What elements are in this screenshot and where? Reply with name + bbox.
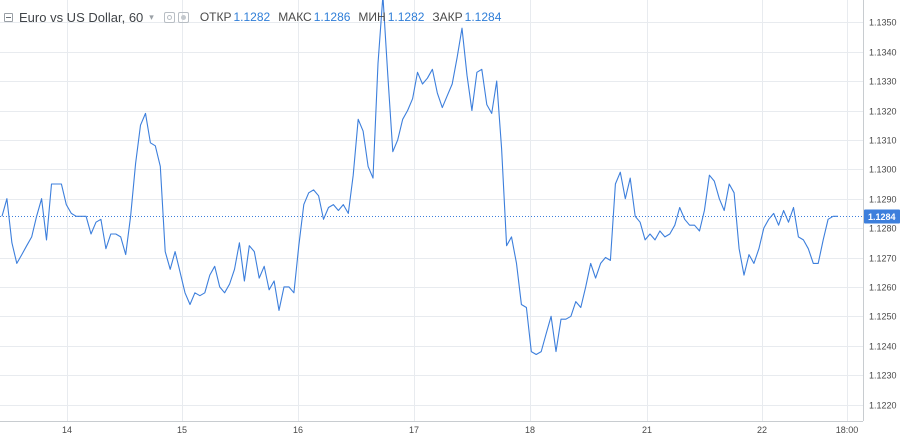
high-value: 1.1286 [313,10,351,24]
y-tick-label: 1.1230 [869,371,897,381]
y-tick-label: 1.1250 [869,312,897,322]
x-tick-label: 16 [293,425,303,435]
y-tick-label: 1.1290 [869,195,897,205]
low-value: 1.1282 [387,10,425,24]
collapse-legend-icon[interactable] [4,12,13,22]
eye-icon[interactable] [163,11,175,23]
chart-legend: Euro vs US Dollar, 60 ▾ ОТКР 1.1282 МАКС… [4,8,501,26]
y-tick-label: 1.1330 [869,77,897,87]
open-label: ОТКР [199,10,232,24]
y-tick-label: 1.1280 [869,224,897,234]
y-tick-label: 1.1260 [869,283,897,293]
price-series-line[interactable] [1,0,838,356]
y-tick-label: 1.1220 [869,401,897,411]
x-tick-label: 22 [757,425,767,435]
y-tick-label: 1.1300 [869,165,897,175]
x-tick-label: 18 [525,425,535,435]
y-tick-label: 1.1340 [869,48,897,58]
y-tick-label: 1.1350 [869,18,897,28]
last-price-badge [864,209,900,224]
x-tick-label: 14 [62,425,72,435]
y-tick-label: 1.1320 [869,107,897,117]
x-tick-label: 21 [642,425,652,435]
open-value: 1.1282 [233,10,271,24]
high-label: МАКС [278,10,312,24]
x-tick-label: 17 [409,425,419,435]
low-label: МИН [358,10,386,24]
close-value: 1.1284 [464,10,502,24]
y-tick-label: 1.1240 [869,342,897,352]
close-label: ЗАКР [432,10,463,24]
settings-icon[interactable] [177,11,189,23]
y-tick-label: 1.1270 [869,254,897,264]
x-tick-label: 18:00 [836,425,859,435]
y-tick-label: 1.1310 [869,136,897,146]
chevron-down-icon[interactable]: ▾ [149,11,154,22]
x-tick-label: 15 [177,425,187,435]
last-price-label: 1.1284 [868,212,896,222]
symbol-title[interactable]: Euro vs US Dollar, 60 [19,9,144,25]
